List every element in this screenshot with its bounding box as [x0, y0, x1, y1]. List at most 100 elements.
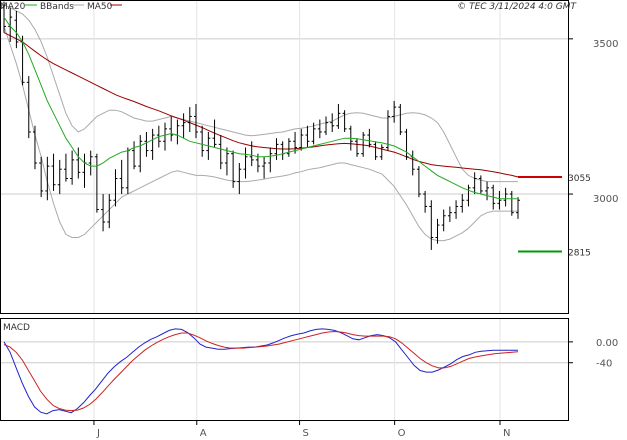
ohlc-bar — [478, 175, 483, 195]
ohlc-bar — [212, 119, 217, 148]
macd-lines — [3, 328, 519, 415]
ohlc-bar — [14, 10, 19, 49]
ohlc-bar — [354, 138, 359, 157]
ohlc-bar — [169, 116, 174, 142]
ohlc-bar — [218, 135, 223, 170]
ohlc-bar — [144, 131, 149, 157]
ohlc-bar — [379, 144, 384, 160]
legend: MA20 BBands MA50 — [0, 2, 122, 12]
legend-ma20-label: MA20 — [0, 2, 26, 12]
ohlc-bar — [311, 122, 316, 145]
ohlc-bar — [224, 147, 229, 176]
price-bars — [2, 1, 520, 250]
price-levels: 3055 2815 — [518, 174, 591, 258]
ohlc-bar — [94, 153, 99, 213]
ohlc-bar — [317, 119, 322, 139]
price-y-axis: 3500 3000 — [568, 38, 618, 205]
ohlc-bar — [132, 141, 137, 170]
ohlc-bar — [268, 147, 273, 173]
ohlc-bar — [181, 113, 186, 139]
ohlc-bar — [88, 150, 93, 176]
ohlc-bar — [305, 125, 310, 148]
ohlc-bar — [286, 138, 291, 157]
level-label: 3055 — [568, 174, 591, 184]
ohlc-bar — [119, 159, 124, 195]
macd-y-axis: 0.00 -40 — [568, 338, 618, 370]
ma20-series — [3, 16, 518, 200]
ohlc-bar — [76, 147, 81, 179]
bbands-upper-line — [3, 4, 518, 183]
ohlc-bar — [262, 156, 267, 179]
ohlc-bar — [299, 128, 304, 151]
ohlc-bar — [70, 150, 75, 185]
macd-y-tick-label: -40 — [596, 359, 612, 370]
macd-y-tick-label: 0.00 — [596, 338, 618, 349]
ohlc-bar — [423, 190, 428, 213]
ohlc-bar — [51, 153, 56, 191]
ohlc-bar — [497, 190, 502, 210]
ohlc-bar — [447, 206, 452, 222]
price-y-tick-label: 3500 — [593, 39, 618, 50]
ohlc-bar — [392, 100, 397, 123]
ohlc-bar — [231, 150, 236, 188]
ohlc-bar — [516, 197, 520, 219]
ohlc-bar — [509, 190, 514, 216]
macd-panel — [0, 318, 569, 421]
price-y-tick-label: 3000 — [593, 194, 618, 205]
ohlc-bar — [293, 131, 298, 154]
bbands-lower-line — [3, 26, 518, 242]
ohlc-bar — [249, 141, 254, 167]
ma50-line — [3, 32, 519, 178]
bollinger-bands — [3, 4, 518, 242]
ohlc-bar — [429, 200, 434, 250]
x-tick-label: A — [200, 428, 207, 439]
ma50-series — [3, 32, 519, 178]
ohlc-bar — [243, 147, 248, 179]
ohlc-bar — [274, 138, 279, 160]
ohlc-bar — [150, 128, 155, 160]
ohlc-bar — [63, 153, 68, 182]
legend-bbands-label: BBands — [40, 2, 74, 12]
level-label: 2815 — [568, 248, 591, 258]
ohlc-bar — [39, 156, 44, 198]
ohlc-bar — [404, 128, 409, 160]
ohlc-bar — [454, 200, 459, 219]
ohlc-bar — [113, 169, 118, 207]
ohlc-bar — [435, 218, 440, 244]
macd-gridlines — [1, 319, 568, 420]
ohlc-bar — [330, 113, 335, 132]
x-tick-label: S — [303, 428, 309, 439]
ohlc-bar — [361, 131, 366, 157]
ohlc-bar — [163, 122, 168, 151]
x-tick-label: O — [398, 428, 406, 439]
ohlc-bar — [416, 166, 421, 198]
ma20-line — [3, 16, 518, 200]
ohlc-bar — [324, 116, 329, 136]
ohlc-bar — [237, 163, 242, 195]
ohlc-bar — [466, 184, 471, 207]
macd-signal-line — [3, 330, 519, 412]
macd-label: MACD — [3, 323, 30, 333]
ohlc-bar — [200, 125, 205, 157]
macd-line — [3, 328, 518, 415]
ohlc-bar — [503, 187, 508, 207]
price-gridlines — [1, 1, 568, 313]
macd-panel-frame — [0, 318, 569, 421]
ohlc-bar — [398, 104, 403, 136]
ohlc-bar — [342, 110, 347, 132]
ohlc-bar — [485, 181, 490, 201]
ohlc-bar — [26, 76, 31, 139]
ohlc-bar — [187, 107, 192, 132]
ohlc-bar — [336, 104, 341, 129]
ohlc-bar — [385, 110, 390, 151]
x-tick-label: N — [503, 428, 510, 439]
ohlc-bar — [367, 128, 372, 148]
ohlc-bar — [373, 141, 378, 160]
price-panel: 3055 2815 — [0, 0, 591, 314]
ohlc-bar — [107, 194, 112, 229]
ohlc-bar — [472, 172, 477, 195]
legend-ma50-label: MA50 — [87, 2, 113, 12]
copyright-text: © TEC 3/11/2024 4:0 GMT — [457, 2, 577, 12]
